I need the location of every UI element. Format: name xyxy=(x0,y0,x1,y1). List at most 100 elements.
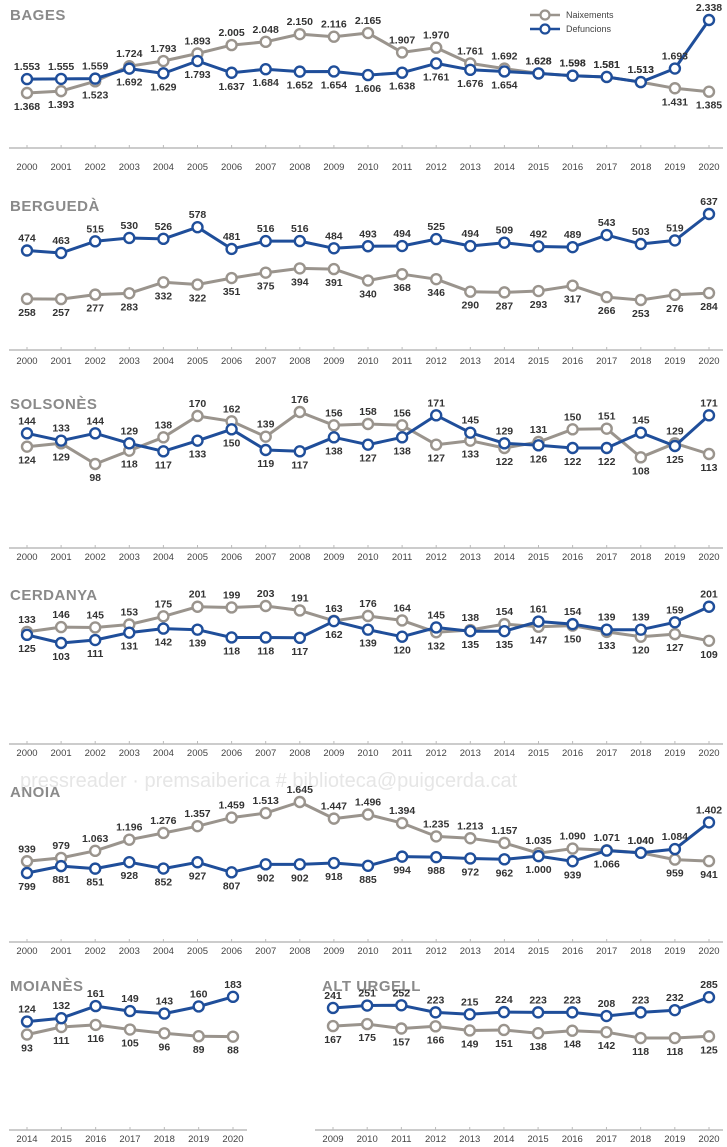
data-point-naixements xyxy=(293,795,306,809)
data-point-naixements xyxy=(430,830,443,843)
x-tick-label: 2019 xyxy=(664,748,685,759)
data-point-defuncions xyxy=(600,623,613,636)
x-tick-label: 2014 xyxy=(494,356,515,367)
data-point-defuncions xyxy=(702,409,716,422)
x-tick-label: 2010 xyxy=(357,1134,378,1145)
x-tick-label: 2011 xyxy=(392,356,412,367)
data-label-naixements: 156 xyxy=(325,407,343,419)
x-tick-label: 2007 xyxy=(255,946,276,957)
data-point-defuncions xyxy=(498,65,511,78)
x-tick-label: 2019 xyxy=(664,356,685,367)
x-tick-label: 2002 xyxy=(85,552,106,563)
data-label-naixements: 167 xyxy=(324,1034,342,1046)
data-point-naixements xyxy=(157,826,170,840)
data-point-defuncions xyxy=(293,631,306,645)
data-point-defuncions xyxy=(395,630,409,643)
data-label-defuncions: 1.598 xyxy=(559,58,585,70)
data-label-defuncions: 171 xyxy=(700,397,718,409)
data-label-defuncions: 144 xyxy=(86,415,104,427)
data-label-naixements: 1.447 xyxy=(321,801,347,813)
data-label-naixements: 147 xyxy=(530,635,548,647)
data-label-defuncions: 139 xyxy=(632,612,650,624)
data-label-naixements: 1.523 xyxy=(82,89,108,101)
data-point-naixements xyxy=(360,1017,374,1031)
x-tick-label: 2016 xyxy=(562,1134,583,1145)
data-point-defuncions xyxy=(668,234,682,247)
data-point-defuncions xyxy=(668,62,682,75)
data-label-naixements: 131 xyxy=(530,424,548,436)
data-label-naixements: 368 xyxy=(393,282,411,294)
x-tick-label: 2019 xyxy=(664,1134,685,1145)
data-point-defuncions xyxy=(668,1003,682,1017)
x-tick-label: 2020 xyxy=(222,1134,243,1145)
x-tick-label: 2020 xyxy=(698,748,719,759)
data-label-defuncions: 807 xyxy=(223,880,241,892)
data-label-naixements: 1.276 xyxy=(150,815,176,827)
data-point-naixements xyxy=(259,266,272,279)
data-label-defuncions: 519 xyxy=(666,222,684,234)
x-tick-label: 2017 xyxy=(596,748,617,759)
x-tick-label: 2009 xyxy=(323,552,344,563)
x-tick-label: 2013 xyxy=(460,356,481,367)
data-label-defuncions: 1.000 xyxy=(525,864,551,876)
data-point-defuncions xyxy=(532,615,545,628)
data-label-naixements: 133 xyxy=(462,449,480,461)
data-point-defuncions xyxy=(634,1006,647,1019)
data-label-naixements: 166 xyxy=(427,1034,445,1046)
data-label-naixements: 1.581 xyxy=(594,59,620,71)
data-label-naixements: 1.761 xyxy=(457,45,483,57)
series-naixements: 93 111 116 105 96 89 88 xyxy=(20,1018,240,1057)
data-label-naixements: 941 xyxy=(700,869,718,881)
data-label-naixements: 284 xyxy=(700,301,718,313)
data-point-defuncions xyxy=(54,636,68,650)
data-point-defuncions xyxy=(463,1008,476,1021)
x-tick-label: 2016 xyxy=(562,748,583,759)
data-point-defuncions xyxy=(293,65,306,78)
data-label-naixements: 1.692 xyxy=(491,51,517,63)
series-naixements: 258 257 277 283 332 322 351 375 394 391 340 368 346 2… xyxy=(18,262,718,320)
data-point-naixements xyxy=(430,41,443,54)
data-label-naixements: 129 xyxy=(52,451,70,463)
data-label-naixements: 138 xyxy=(529,1041,547,1053)
data-point-defuncions xyxy=(634,237,647,251)
data-label-naixements: 1.893 xyxy=(184,35,210,47)
data-point-naixements xyxy=(464,832,477,845)
data-point-defuncions xyxy=(191,221,204,234)
data-label-defuncions: 223 xyxy=(632,994,650,1006)
data-point-defuncions xyxy=(88,633,102,647)
x-tick-label: 2016 xyxy=(562,946,583,957)
x-tick-label: 2019 xyxy=(664,552,685,563)
data-point-naixements xyxy=(327,812,341,825)
data-label-defuncions: 1.513 xyxy=(628,64,654,76)
data-point-defuncions xyxy=(430,232,443,246)
chart-title: ANOIA xyxy=(10,784,61,801)
data-point-defuncions xyxy=(532,67,545,80)
data-point-defuncions xyxy=(225,423,238,436)
x-tick-label: 2001 xyxy=(51,162,72,173)
data-label-defuncions: 492 xyxy=(530,228,548,240)
data-label-naixements: 199 xyxy=(223,589,241,601)
data-point-defuncions xyxy=(225,866,238,879)
x-tick-label: 2015 xyxy=(528,552,549,563)
data-label-defuncions: 129 xyxy=(496,425,514,437)
data-point-naixements xyxy=(600,422,613,435)
data-label-defuncions: 515 xyxy=(86,223,104,235)
data-point-naixements xyxy=(702,447,716,461)
x-tick-label: 2011 xyxy=(392,552,412,563)
x-tick-label: 2013 xyxy=(460,162,481,173)
x-tick-label: 2009 xyxy=(323,162,344,173)
data-point-defuncions xyxy=(600,1009,613,1023)
data-label-defuncions: 494 xyxy=(462,228,480,240)
chart-bergued-: BERGUEDÀ 2000 2001 2002 2003 2004 2005 2006 2007… xyxy=(9,196,723,367)
data-point-defuncions xyxy=(429,1006,442,1019)
data-point-naixements xyxy=(497,1023,511,1037)
series-naixements: 167 175 157 166 149 151 138 148 142 118 118 125 xyxy=(324,1017,718,1058)
data-point-naixements xyxy=(225,601,238,614)
data-label-naixements: 89 xyxy=(193,1044,205,1056)
data-label-naixements: 109 xyxy=(700,649,718,661)
data-point-naixements xyxy=(293,405,306,419)
data-label-naixements: 127 xyxy=(666,642,684,654)
data-label-defuncions: 1.654 xyxy=(491,79,517,91)
data-label-naixements: 2.165 xyxy=(355,15,381,27)
data-label-defuncions: 881 xyxy=(52,874,70,886)
